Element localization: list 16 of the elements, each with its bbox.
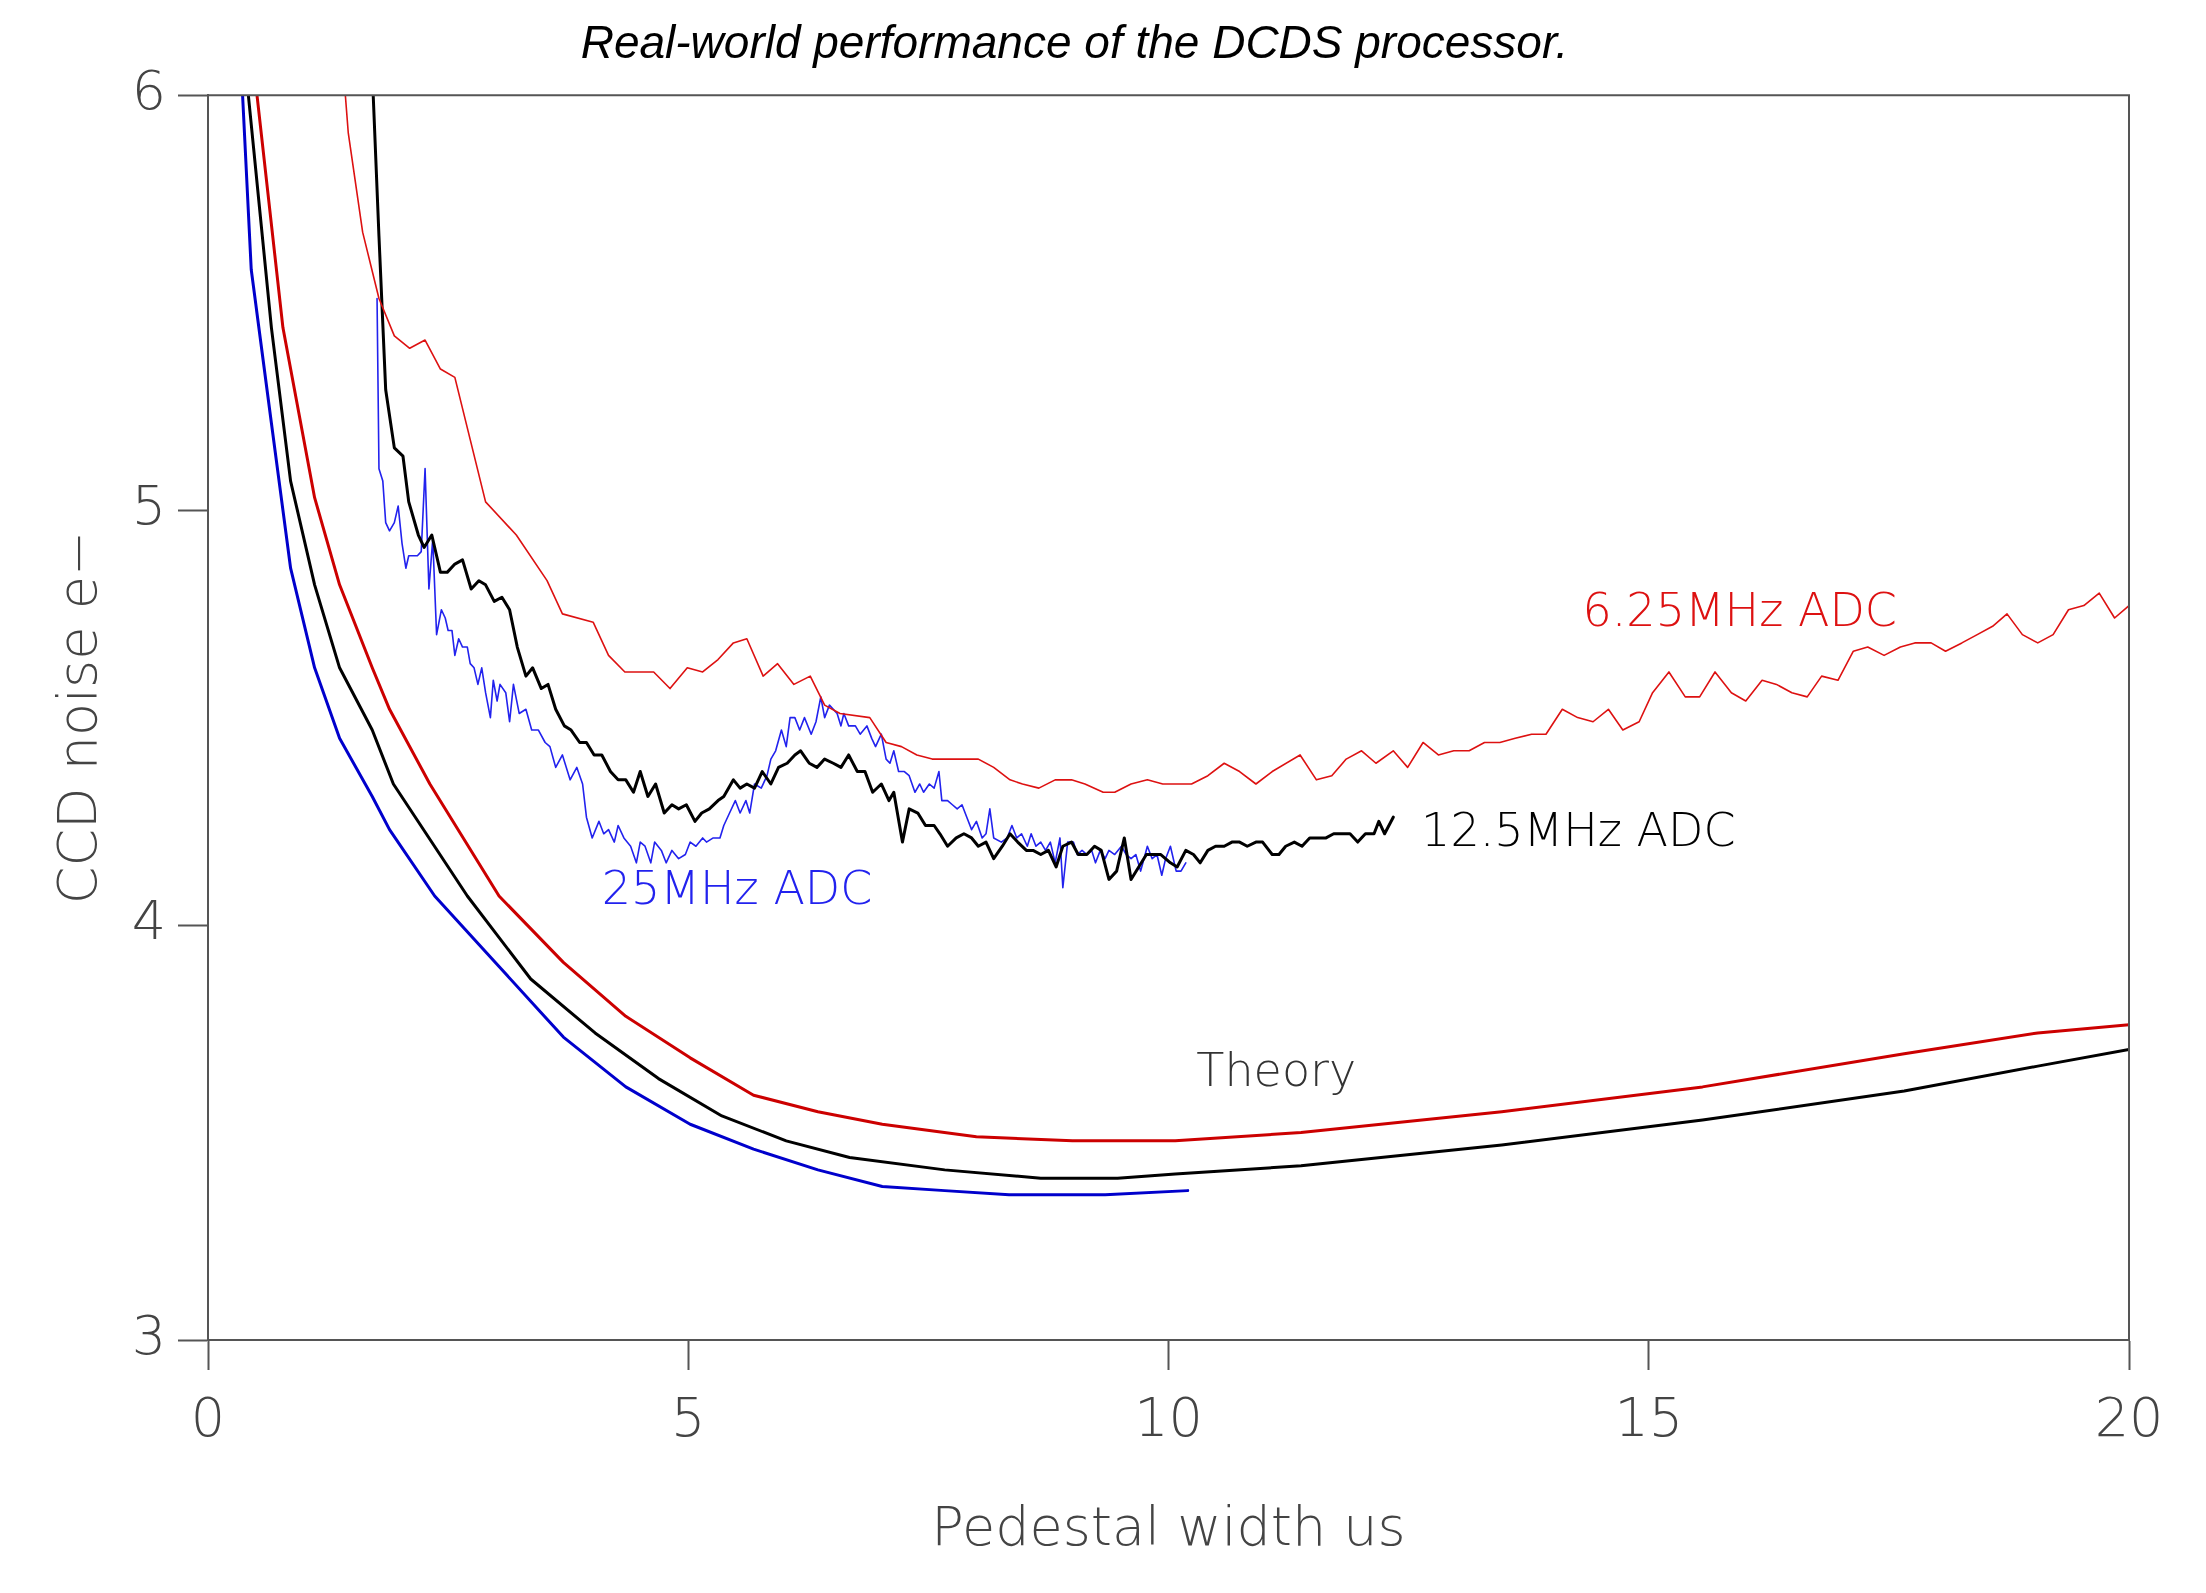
x-tick-label: 15 xyxy=(1614,1386,1684,1450)
annotation: Theory xyxy=(1196,1043,1357,1098)
chart-title: Real-world performance of the DCDS processor. xyxy=(580,16,1569,69)
series-label: 25MHz ADC xyxy=(601,860,873,915)
x-axis-title: Pedestal width us xyxy=(931,1494,1406,1558)
series-label: 12.5MHz ADC xyxy=(1421,802,1736,857)
y-tick-label: 3 xyxy=(131,1304,166,1368)
y-tick-label: 5 xyxy=(131,474,166,538)
x-tick-label: 0 xyxy=(190,1386,226,1450)
x-tick-label: 20 xyxy=(2094,1386,2164,1450)
series-label: 6.25MHz ADC xyxy=(1582,582,1897,637)
y-tick-label: 6 xyxy=(131,59,166,123)
y-axis-title: CCD noise e− xyxy=(46,530,110,905)
y-tick-label: 4 xyxy=(131,889,166,953)
x-tick-label: 5 xyxy=(671,1386,706,1450)
x-tick-label: 10 xyxy=(1134,1386,1203,1450)
